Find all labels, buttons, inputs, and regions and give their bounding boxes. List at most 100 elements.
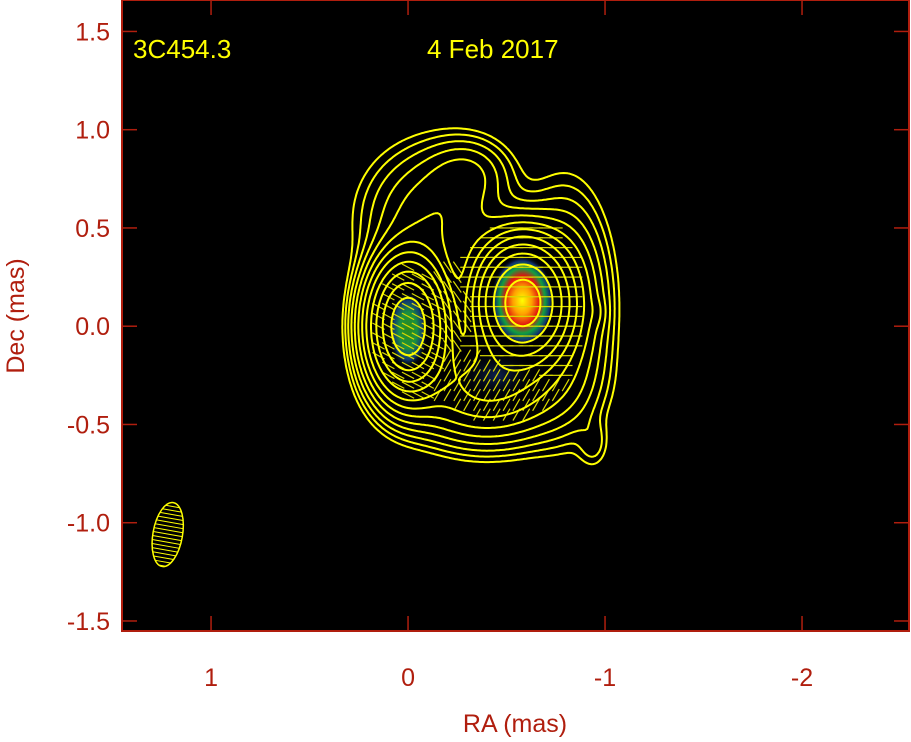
evpa-tick xyxy=(401,332,415,340)
y-tick-label: 1.0 xyxy=(75,117,110,145)
evpa-tick xyxy=(442,330,452,343)
source-name-label: 3C454.3 xyxy=(133,34,231,64)
beam-outline xyxy=(151,501,185,568)
evpa-tick xyxy=(492,378,501,392)
evpa-tick xyxy=(492,369,501,382)
evpa-tick xyxy=(411,292,425,301)
evpa-tick xyxy=(502,378,511,392)
evpa-tick xyxy=(452,261,462,274)
evpa-tick xyxy=(463,398,472,412)
x-axis-label: RA (mas) xyxy=(463,710,567,738)
evpa-tick xyxy=(541,378,550,392)
evpa-tick xyxy=(391,351,405,360)
evpa-tick xyxy=(442,320,452,333)
evpa-tick xyxy=(421,322,435,330)
y-axis-label: Dec (mas) xyxy=(2,258,30,373)
contour-level xyxy=(350,148,607,445)
evpa-tick xyxy=(391,302,405,311)
contour-level xyxy=(357,212,594,429)
y-tick-label: -0.5 xyxy=(67,411,110,439)
date-label: 4 Feb 2017 xyxy=(427,34,559,64)
evpa-tick xyxy=(482,388,491,402)
evpa-tick xyxy=(532,378,541,392)
evpa-tick xyxy=(401,361,415,370)
evpa-tick xyxy=(522,369,531,382)
contour-level xyxy=(361,228,586,419)
evpa-tick xyxy=(433,378,442,392)
evpa-tick xyxy=(473,378,481,392)
evpa-tick xyxy=(452,280,462,293)
evpa-tick xyxy=(411,273,425,281)
evpa-tick xyxy=(433,271,443,284)
evpa-tick xyxy=(401,263,415,272)
evpa-tick xyxy=(473,369,481,382)
evpa-tick xyxy=(442,261,452,274)
evpa-tick xyxy=(401,371,415,380)
evpa-tick xyxy=(421,391,435,399)
evpa-tick xyxy=(463,369,472,382)
contour-level xyxy=(353,158,602,438)
evpa-tick xyxy=(391,371,405,380)
x-tick-label: 0 xyxy=(401,664,415,692)
evpa-tick xyxy=(391,312,405,321)
beam-hatch xyxy=(159,511,183,517)
evpa-tick xyxy=(401,273,415,281)
evpa-tick xyxy=(401,322,415,330)
evpa-tick xyxy=(532,398,541,412)
evpa-tick xyxy=(522,408,531,421)
evpa-tick xyxy=(411,361,425,370)
evpa-tick xyxy=(492,408,501,421)
evpa-tick xyxy=(482,378,491,392)
evpa-tick xyxy=(473,359,481,372)
evpa-tick xyxy=(411,312,425,321)
evpa-tick xyxy=(502,398,511,412)
evpa-tick xyxy=(561,378,570,392)
evpa-tick xyxy=(512,398,521,412)
evpa-tick xyxy=(492,359,501,372)
beam-hatch xyxy=(153,531,183,538)
evpa-tick xyxy=(492,398,501,412)
evpa-tick xyxy=(463,349,472,362)
beam-hatch xyxy=(152,534,182,542)
evpa-tick xyxy=(381,351,395,360)
evpa-tick xyxy=(551,378,560,392)
contour-level xyxy=(370,243,571,393)
beam-hatch xyxy=(156,519,184,526)
evpa-tick xyxy=(463,378,472,392)
beam-hatch xyxy=(153,527,183,534)
evpa-tick xyxy=(541,398,550,412)
evpa-tick xyxy=(391,322,405,330)
evpa-tick xyxy=(522,388,531,402)
evpa-tick xyxy=(452,339,462,352)
evpa-tick xyxy=(443,369,452,382)
evpa-tick xyxy=(391,273,405,281)
evpa-tick xyxy=(473,388,481,402)
evpa-tick xyxy=(452,290,462,303)
evpa-tick xyxy=(443,388,452,402)
x-tick-label: -2 xyxy=(791,664,813,692)
evpa-tick xyxy=(411,391,425,399)
contour-level xyxy=(381,263,554,372)
evpa-tick xyxy=(381,283,395,291)
evpa-tick xyxy=(381,292,395,301)
evpa-tick xyxy=(443,349,452,362)
evpa-tick xyxy=(421,342,435,350)
evpa-tick xyxy=(453,388,462,402)
evpa-tick xyxy=(401,381,415,389)
evpa-tick xyxy=(482,359,491,372)
y-tick-label: 0.0 xyxy=(75,313,110,341)
evpa-tick xyxy=(391,332,405,340)
evpa-tick xyxy=(381,302,395,311)
x-tick-label: -1 xyxy=(594,664,616,692)
beam-hatch xyxy=(153,555,174,560)
evpa-tick xyxy=(453,398,462,412)
evpa-tick xyxy=(532,388,541,402)
evpa-tick xyxy=(492,388,501,402)
beam-hatch xyxy=(152,551,176,557)
evpa-tick xyxy=(452,330,462,343)
evpa-tick xyxy=(463,388,472,402)
evpa-tick xyxy=(411,342,425,350)
evpa-tick xyxy=(431,342,444,350)
beam-hatch xyxy=(152,543,180,549)
